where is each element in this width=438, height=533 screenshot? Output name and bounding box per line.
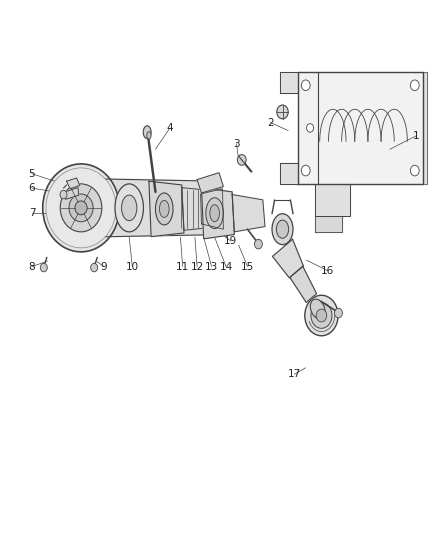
Ellipse shape [147,132,151,139]
Text: 19: 19 [224,236,237,246]
Ellipse shape [210,205,219,222]
Polygon shape [272,239,304,278]
Polygon shape [290,266,317,302]
Ellipse shape [159,200,169,217]
Circle shape [237,155,246,165]
Circle shape [60,190,67,199]
Text: 11: 11 [176,262,189,271]
Polygon shape [65,188,79,199]
Text: 10: 10 [126,262,139,271]
Polygon shape [149,181,184,237]
Text: 16: 16 [321,266,334,276]
Text: 2: 2 [267,118,274,127]
Polygon shape [280,163,298,184]
Circle shape [311,303,332,328]
Circle shape [410,80,419,91]
Polygon shape [423,72,427,184]
Ellipse shape [60,184,102,232]
Text: 5: 5 [28,169,35,179]
Polygon shape [67,178,80,189]
Text: 14: 14 [219,262,233,271]
Polygon shape [280,72,298,93]
Circle shape [301,165,310,176]
Polygon shape [201,189,223,229]
Ellipse shape [43,164,119,252]
Circle shape [40,263,47,272]
Circle shape [277,105,288,119]
Ellipse shape [310,299,325,319]
Ellipse shape [143,126,151,139]
Polygon shape [232,195,265,232]
Text: 1: 1 [413,131,420,141]
Ellipse shape [69,194,93,222]
Ellipse shape [75,201,87,215]
Circle shape [316,309,327,322]
Text: 17: 17 [288,369,301,379]
Text: 4: 4 [166,123,173,133]
Ellipse shape [115,184,143,232]
Circle shape [301,80,310,91]
Polygon shape [81,179,226,237]
Text: 15: 15 [241,262,254,271]
Circle shape [307,124,314,132]
Text: 7: 7 [28,208,35,218]
Circle shape [305,295,338,336]
Ellipse shape [121,195,137,221]
Text: 13: 13 [205,262,218,271]
Circle shape [410,165,419,176]
Ellipse shape [272,214,293,245]
Ellipse shape [46,168,116,248]
Circle shape [91,263,98,272]
Polygon shape [315,184,350,216]
Text: 12: 12 [191,262,204,271]
Circle shape [254,239,262,249]
Polygon shape [197,173,223,193]
Text: 9: 9 [100,262,107,271]
Ellipse shape [155,193,173,225]
Polygon shape [182,188,227,230]
Ellipse shape [206,198,223,229]
Polygon shape [201,188,234,239]
Text: 6: 6 [28,183,35,193]
Text: 8: 8 [28,262,35,271]
Polygon shape [298,72,423,184]
Polygon shape [315,216,342,232]
Text: 3: 3 [233,139,240,149]
Circle shape [335,308,343,318]
Ellipse shape [276,220,289,238]
